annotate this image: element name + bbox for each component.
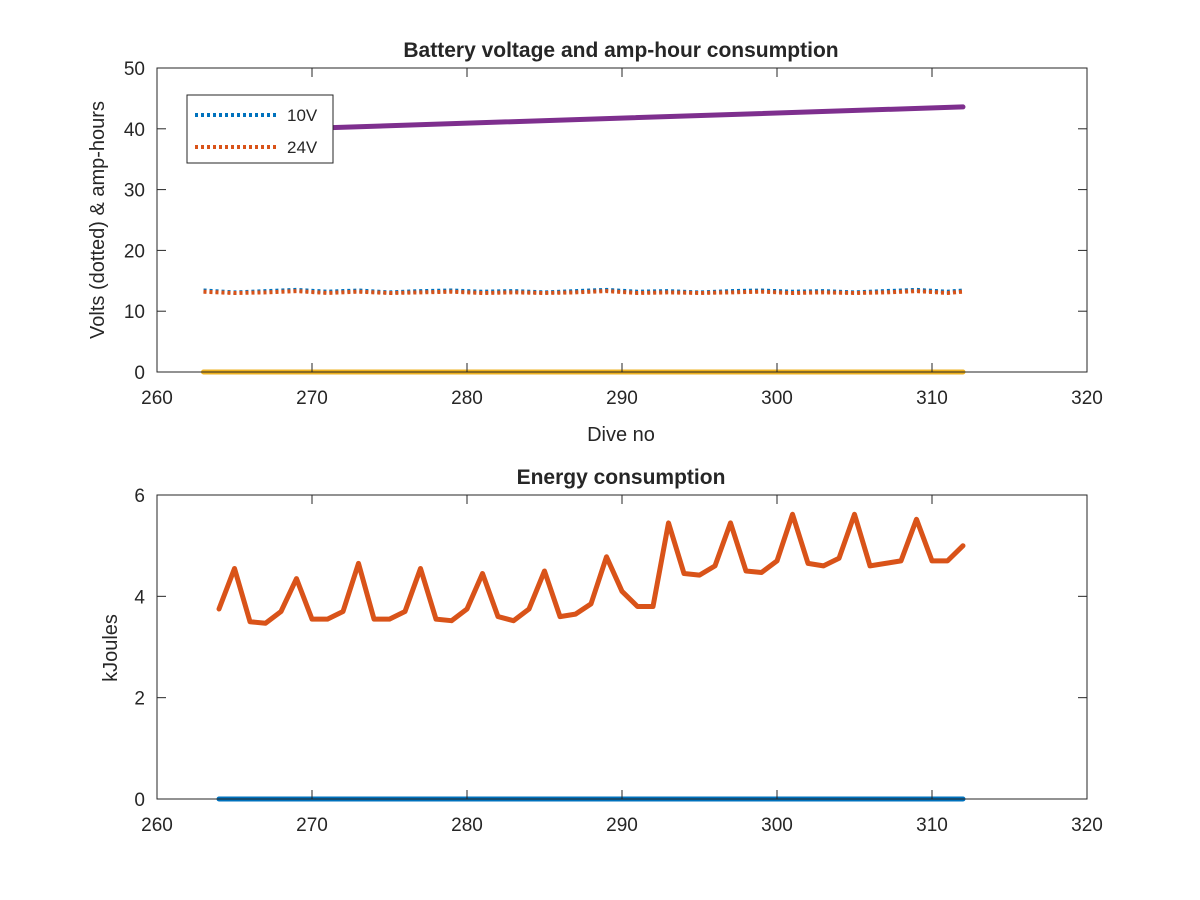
x-tick-label: 260 bbox=[141, 388, 173, 409]
y-tick-label: 50 bbox=[124, 59, 145, 80]
y-tick-label: 20 bbox=[124, 241, 145, 262]
legend-box bbox=[186, 94, 334, 164]
x-tick-label: 300 bbox=[761, 388, 793, 409]
voltage-y-axis-label: Volts (dotted) & amp-hours bbox=[87, 101, 109, 339]
x-tick-label: 290 bbox=[606, 388, 638, 409]
x-tick-label: 280 bbox=[451, 815, 483, 836]
voltage-ticks: 260 270 280 290 300 310 320 0 10 20 30 40 50 bbox=[124, 59, 1103, 409]
x-tick-label: 280 bbox=[451, 388, 483, 409]
voltage-legend: 10V 24V bbox=[186, 94, 334, 164]
y-tick-label: 10 bbox=[124, 302, 145, 323]
voltage-chart: 260 270 280 290 300 310 320 0 10 20 30 40 50 Battery… bbox=[87, 39, 1103, 446]
voltage-x-axis-label: Dive no bbox=[587, 424, 655, 446]
x-tick-label: 310 bbox=[916, 388, 948, 409]
x-tick-label: 320 bbox=[1071, 388, 1103, 409]
x-tick-label: 290 bbox=[606, 815, 638, 836]
y-tick-label: 30 bbox=[124, 181, 145, 202]
y-tick-label: 6 bbox=[134, 486, 145, 507]
energy-ticks: 260 270 280 290 300 310 320 0 2 4 6 bbox=[134, 486, 1102, 836]
chart-1-series-1-line bbox=[216, 511, 966, 626]
energy-chart-title: Energy consumption bbox=[517, 466, 726, 489]
legend-label-10v: 10V bbox=[287, 106, 318, 125]
y-tick-label: 4 bbox=[134, 587, 145, 608]
x-tick-label: 270 bbox=[296, 388, 328, 409]
x-tick-label: 320 bbox=[1071, 815, 1103, 836]
x-tick-label: 270 bbox=[296, 815, 328, 836]
y-tick-label: 2 bbox=[134, 689, 145, 710]
y-tick-label: 0 bbox=[134, 363, 145, 384]
x-tick-label: 300 bbox=[761, 815, 793, 836]
legend-label-24v: 24V bbox=[287, 138, 318, 157]
x-tick-label: 310 bbox=[916, 815, 948, 836]
voltage-chart-title: Battery voltage and amp-hour consumption bbox=[403, 39, 838, 62]
energy-chart: 260 270 280 290 300 310 320 0 2 4 6 Energy consump… bbox=[100, 466, 1103, 836]
x-tick-label: 260 bbox=[141, 815, 173, 836]
y-tick-label: 0 bbox=[134, 790, 145, 811]
energy-y-axis-label: kJoules bbox=[100, 614, 122, 682]
y-tick-label: 40 bbox=[124, 120, 145, 141]
